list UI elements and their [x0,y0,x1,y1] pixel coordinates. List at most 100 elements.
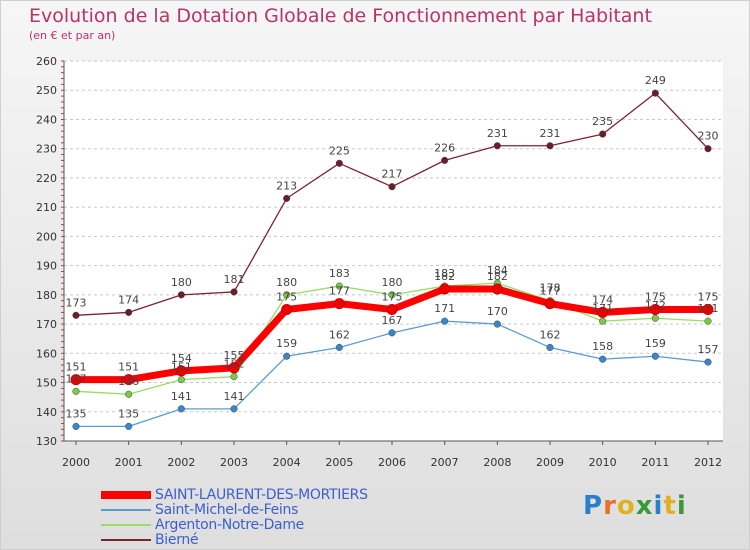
data-label: 151 [66,361,87,374]
data-label: 158 [592,340,613,353]
y-tick-label: 210 [36,201,57,214]
y-tick-label: 240 [36,113,57,126]
data-label: 183 [329,267,350,280]
data-point [651,314,659,322]
logo-letter: x [635,491,654,521]
data-point [599,355,607,363]
data-point [228,362,240,374]
data-label: 159 [276,337,297,350]
data-point [283,194,291,202]
data-point [599,130,607,138]
data-label: 171 [592,302,613,315]
data-point [491,283,503,295]
legend-label: SAINT-LAURENT-DES-MORTIERS [155,486,368,503]
legend-label: Argenton-Notre-Dame [155,516,304,533]
data-point [175,365,187,377]
data-label: 249 [645,74,666,87]
data-point [177,376,185,384]
data-point [283,291,291,299]
y-tick-label: 130 [36,435,57,448]
x-tick-label: 2003 [220,456,248,469]
data-label: 154 [171,352,192,365]
logo-letter: t [663,491,677,521]
legend-label: Saint-Michel-de-Feins [155,501,299,518]
y-tick-label: 220 [36,172,57,185]
y-tick-label: 260 [36,55,57,68]
y-tick-label: 160 [36,347,57,360]
data-label: 217 [382,168,403,181]
legend-item: SAINT-LAURENT-DES-MORTIERS [101,486,368,503]
data-label: 235 [592,115,613,128]
logo-letter: P [583,491,604,521]
data-point [335,159,343,167]
data-point [281,303,293,315]
data-label: 226 [434,141,455,154]
y-tick-label: 170 [36,318,57,331]
y-tick-label: 250 [36,84,57,97]
plot-area [64,61,723,441]
data-point [704,317,712,325]
data-label: 182 [434,270,455,283]
x-tick-label: 2012 [694,456,722,469]
data-label: 213 [276,179,297,192]
data-label: 151 [118,361,139,374]
data-point [441,156,449,164]
legend-item: Bierné [101,532,368,548]
data-label: 231 [540,127,561,140]
x-tick-label: 2001 [115,456,143,469]
data-point [651,352,659,360]
x-tick-label: 2011 [641,456,669,469]
data-point [177,405,185,413]
data-label: 174 [118,293,139,306]
data-point [441,317,449,325]
logo-letter: i [653,491,664,521]
data-point [125,308,133,316]
data-label: 225 [329,144,350,157]
x-tick-label: 2005 [325,456,353,469]
data-label: 162 [540,328,561,341]
legend-item: Argenton-Notre-Dame [101,516,368,533]
data-point [177,291,185,299]
data-point [493,142,501,150]
data-point [597,306,609,318]
data-point [230,288,238,296]
data-label: 162 [329,328,350,341]
chart-subtitle: (en € et par an) [29,29,116,42]
data-label: 178 [540,282,561,295]
data-label: 175 [645,290,666,303]
data-label: 171 [698,302,719,315]
data-point [123,374,135,386]
data-label: 177 [329,285,350,298]
data-label: 231 [487,127,508,140]
y-tick-label: 190 [36,260,57,273]
data-label: 172 [645,299,666,312]
data-label: 174 [592,293,613,306]
x-tick-label: 2004 [273,456,301,469]
data-label: 141 [224,390,245,403]
data-label: 177 [540,285,561,298]
data-label: 155 [224,349,245,362]
data-point [72,311,80,319]
data-label: 175 [276,290,297,303]
x-tick-label: 2007 [431,456,459,469]
y-tick-label: 230 [36,143,57,156]
data-point [651,89,659,97]
data-point [230,405,238,413]
y-tick-label: 200 [36,230,57,243]
data-point [388,183,396,191]
data-point [599,317,607,325]
logo-letter: o [616,491,636,521]
data-label: 182 [487,270,508,283]
data-label: 167 [382,314,403,327]
x-tick-label: 2006 [378,456,406,469]
data-point [333,298,345,310]
data-label: 230 [698,130,719,143]
data-label: 180 [276,276,297,289]
data-point [125,390,133,398]
data-label: 180 [171,276,192,289]
data-point [283,352,291,360]
data-point [704,358,712,366]
data-point [335,282,343,290]
